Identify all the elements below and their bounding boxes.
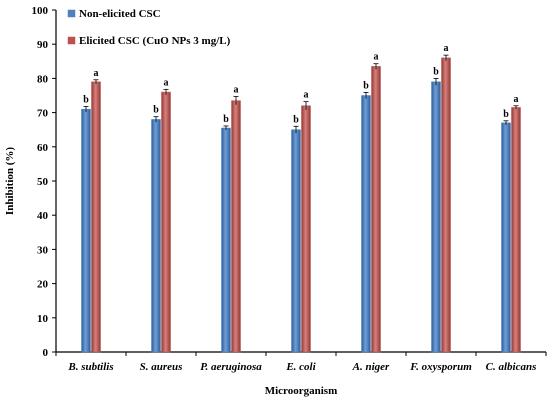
significance-label: b xyxy=(503,109,509,120)
significance-label: b xyxy=(83,94,89,105)
bar-elicited xyxy=(161,91,171,353)
significance-label: a xyxy=(164,77,169,88)
x-tick-label: F. oxysporum xyxy=(409,361,472,373)
bar-non-elicited xyxy=(291,129,301,353)
bar-elicited xyxy=(301,105,311,353)
bar-non-elicited xyxy=(221,127,231,353)
bar-non-elicited xyxy=(361,95,371,353)
x-tick-label: S. aureus xyxy=(140,361,183,373)
significance-label: a xyxy=(304,90,309,101)
legend-label: Non-elicited CSC xyxy=(79,8,161,20)
y-tick-label: 40 xyxy=(37,210,49,222)
legend-label: Elicited CSC (CuO NPs 3 mg/L) xyxy=(79,35,231,47)
bar-elicited xyxy=(91,81,101,353)
y-tick-label: 70 xyxy=(37,108,49,120)
bar-elicited xyxy=(441,57,451,353)
significance-label: a xyxy=(234,85,239,96)
significance-label: b xyxy=(433,66,439,77)
significance-label: a xyxy=(374,52,379,63)
y-tick-label: 0 xyxy=(43,347,49,359)
significance-label: b xyxy=(363,80,369,91)
legend: Non-elicited CSC Elicited CSC (CuO NPs 3 … xyxy=(67,8,231,47)
x-tick-label: B. subtilis xyxy=(67,361,113,373)
bar-elicited xyxy=(511,107,521,353)
y-axis-title: Inhibition (%) xyxy=(4,147,16,215)
significance-label: b xyxy=(223,114,229,125)
significance-label: a xyxy=(514,94,519,105)
significance-label: b xyxy=(293,114,299,125)
significance-label: b xyxy=(153,105,159,116)
bar-non-elicited xyxy=(151,119,161,353)
y-tick-label: 80 xyxy=(37,73,49,85)
x-tick-label: P. aeruginosa xyxy=(200,361,262,373)
x-tick-label: C. albicans xyxy=(486,361,537,373)
y-tick-label: 10 xyxy=(37,313,49,325)
y-tick-label: 90 xyxy=(37,39,49,51)
bar-elicited xyxy=(371,66,381,353)
significance-label: a xyxy=(94,68,99,79)
bars xyxy=(81,54,521,353)
y-tick-label: 100 xyxy=(32,5,49,17)
x-tick-label: A. niger xyxy=(352,361,390,373)
significance-label: a xyxy=(444,43,449,54)
y-tick-label: 60 xyxy=(37,142,49,154)
bar-elicited xyxy=(231,100,241,353)
x-axis-title: Microorganism xyxy=(265,385,338,397)
y-tick-label: 50 xyxy=(37,176,49,188)
bar-non-elicited xyxy=(81,108,91,353)
x-tick-label: E. coli xyxy=(285,361,316,373)
legend-swatch-elicited xyxy=(67,36,76,45)
bar-non-elicited xyxy=(431,81,441,353)
y-tick-label: 20 xyxy=(37,279,49,291)
axes xyxy=(52,9,547,356)
y-tick-label: 30 xyxy=(37,244,49,256)
legend-swatch-non-elicited xyxy=(67,9,76,18)
bar-non-elicited xyxy=(501,122,511,353)
